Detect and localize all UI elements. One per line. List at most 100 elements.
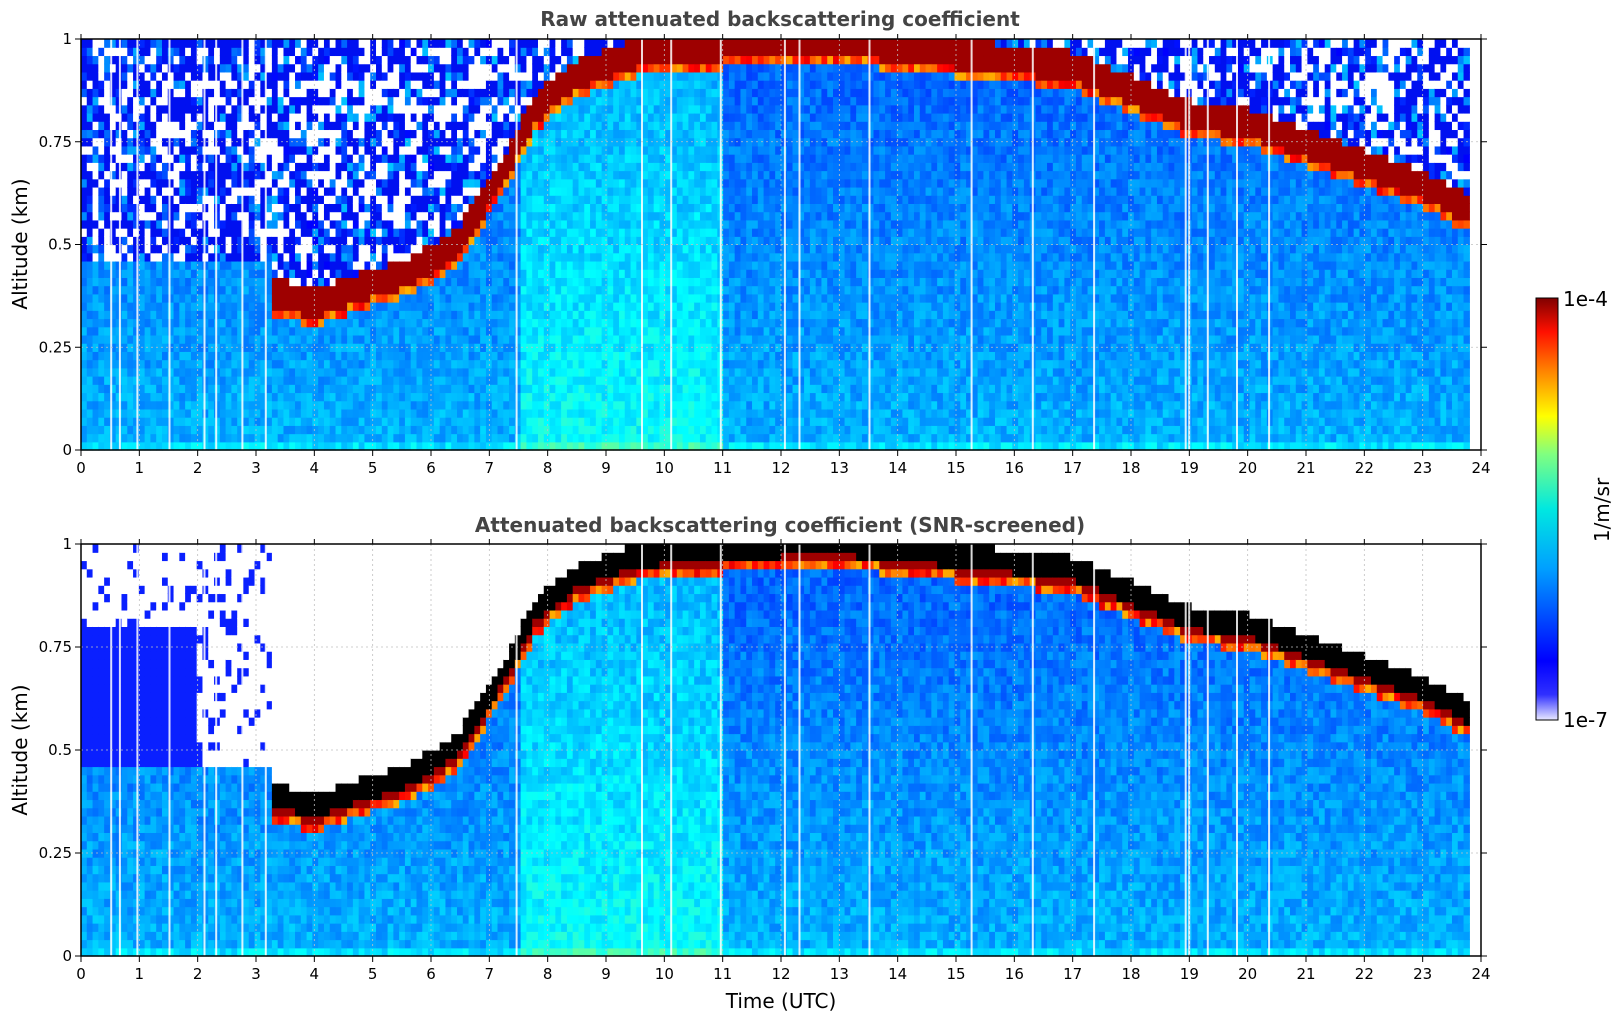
heatmap-cell	[191, 72, 197, 81]
heatmap-cell	[255, 88, 261, 97]
heatmap-cell	[289, 261, 295, 270]
heatmap-cell	[133, 360, 139, 369]
heatmap-cell	[347, 113, 353, 122]
heatmap-cell	[289, 434, 295, 443]
heatmap-cell	[312, 88, 318, 97]
heatmap-cell	[353, 286, 359, 295]
heatmap-cell	[208, 39, 214, 48]
heatmap-cell	[318, 47, 324, 56]
heatmap-cell	[191, 302, 197, 311]
heatmap-cell	[231, 220, 237, 229]
heatmap-cell	[93, 72, 99, 81]
heatmap-cell	[179, 302, 185, 311]
heatmap-cell	[353, 39, 359, 48]
heatmap-cell	[272, 425, 278, 434]
heatmap-cell	[98, 203, 104, 212]
heatmap-cell	[249, 129, 255, 138]
heatmap-cell	[312, 113, 318, 122]
heatmap-cell	[174, 368, 180, 377]
heatmap-cell	[272, 80, 278, 89]
heatmap-cell	[156, 162, 162, 171]
heatmap-cell	[231, 121, 237, 130]
heatmap-cell	[255, 47, 261, 56]
heatmap-cell	[127, 72, 133, 81]
heatmap-cell	[150, 425, 156, 434]
heatmap-cell	[324, 392, 330, 401]
heatmap-cell	[283, 392, 289, 401]
heatmap-cell	[272, 245, 278, 254]
heatmap-cell	[278, 318, 284, 327]
heatmap-cell	[179, 47, 185, 56]
heatmap-cell	[156, 113, 162, 122]
heatmap-cell	[179, 64, 185, 73]
heatmap-cell	[133, 220, 139, 229]
heatmap-cell	[312, 401, 318, 410]
heatmap-cell	[191, 236, 197, 245]
heatmap-cell	[278, 376, 284, 385]
heatmap-cell	[214, 80, 220, 89]
heatmap-cell	[295, 179, 301, 188]
heatmap-cell	[121, 47, 127, 56]
heatmap-cell	[98, 146, 104, 155]
heatmap-cell	[272, 97, 278, 106]
heatmap-cell	[93, 129, 99, 138]
heatmap-cell	[341, 286, 347, 295]
heatmap-cell	[341, 327, 347, 336]
heatmap-cell	[324, 245, 330, 254]
heatmap-cell	[272, 179, 278, 188]
heatmap-cell	[278, 88, 284, 97]
heatmap-cell	[359, 253, 365, 262]
heatmap-cell	[307, 55, 313, 64]
heatmap-cell	[301, 302, 307, 311]
heatmap-cell	[127, 269, 133, 278]
heatmap-cell	[318, 335, 324, 344]
heatmap-cell	[121, 318, 127, 327]
heatmap-cell	[174, 80, 180, 89]
heatmap-cell	[249, 154, 255, 163]
heatmap-cell	[214, 294, 220, 303]
heatmap-cell	[283, 171, 289, 180]
heatmap-cell	[104, 228, 110, 237]
heatmap-cell	[208, 72, 214, 81]
heatmap-cell	[347, 368, 353, 377]
heatmap-cell	[336, 434, 342, 443]
heatmap-cell	[249, 179, 255, 188]
heatmap-cell	[249, 113, 255, 122]
heatmap-cell	[220, 236, 226, 245]
heatmap-cell	[231, 253, 237, 262]
heatmap-cell	[226, 129, 232, 138]
heatmap-cell	[185, 368, 191, 377]
heatmap-cell	[139, 146, 145, 155]
heatmap-cell	[220, 302, 226, 311]
heatmap-cell	[295, 236, 301, 245]
heatmap-cell	[98, 88, 104, 97]
heatmap-cell	[330, 220, 336, 229]
heatmap-cell	[324, 195, 330, 204]
heatmap-cell	[359, 327, 365, 336]
heatmap-cell	[127, 417, 133, 426]
heatmap-cell	[272, 203, 278, 212]
heatmap-cell	[139, 376, 145, 385]
heatmap-cell	[104, 392, 110, 401]
heatmap-cell	[347, 187, 353, 196]
heatmap-cell	[255, 351, 261, 360]
heatmap-cell	[307, 195, 313, 204]
heatmap-cell	[318, 97, 324, 106]
heatmap-cell	[307, 245, 313, 254]
heatmap-cell	[121, 351, 127, 360]
heatmap-cell	[330, 72, 336, 81]
heatmap-cell	[278, 327, 284, 336]
heatmap-cell	[145, 253, 151, 262]
heatmap-cell	[174, 203, 180, 212]
heatmap-cell	[202, 179, 208, 188]
heatmap-cell	[93, 269, 99, 278]
heatmap-cell	[81, 392, 87, 401]
heatmap-cell	[243, 212, 249, 221]
heatmap-cell	[283, 113, 289, 122]
heatmap-cell	[278, 401, 284, 410]
heatmap-cell	[312, 203, 318, 212]
heatmap-cell	[156, 55, 162, 64]
heatmap-cell	[150, 360, 156, 369]
heatmap-cell	[278, 171, 284, 180]
heatmap-cell	[301, 384, 307, 393]
